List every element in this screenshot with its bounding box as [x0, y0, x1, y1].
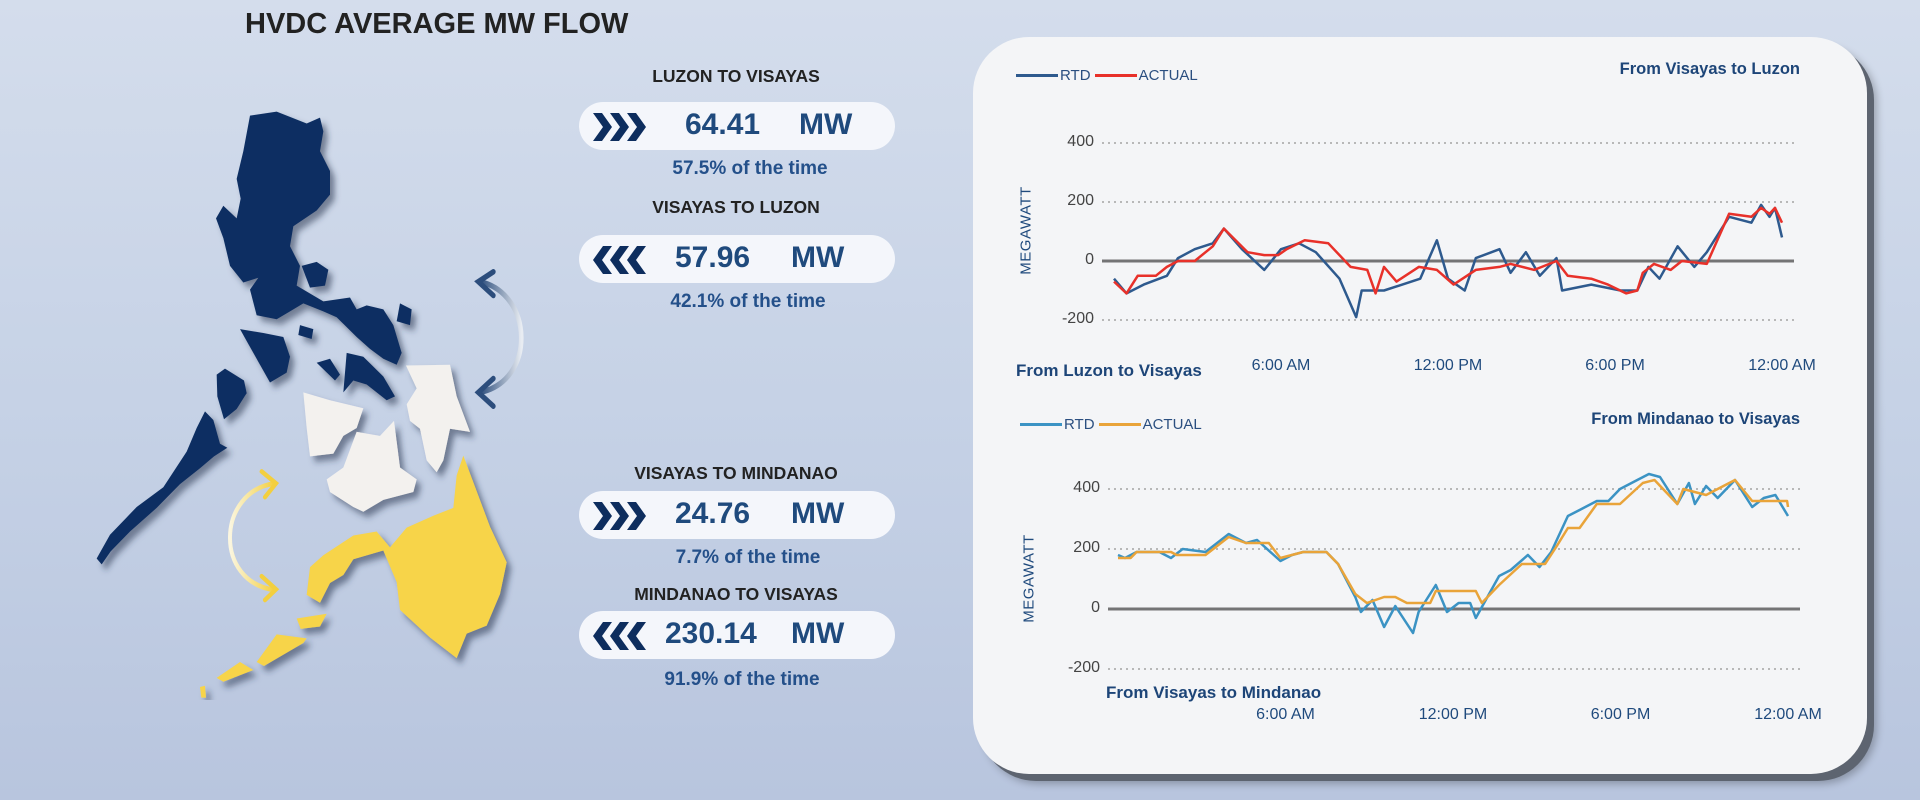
flow-value-pill: 230.14 MW: [579, 611, 895, 659]
y-tick-label: -200: [1061, 310, 1094, 327]
chevrons-left-icon: [593, 622, 646, 650]
percent-suffix: of the time: [724, 547, 821, 568]
charts-card: [973, 37, 1867, 774]
legend-label-actual: ACTUAL: [1138, 67, 1198, 84]
flow-value-pill: 57.96 MW: [579, 235, 895, 283]
chart-title: From Visayas to Luzon: [1619, 60, 1800, 78]
flow-unit: MW: [799, 108, 853, 141]
flow-percent: 57.5% of the time: [590, 158, 910, 180]
mindanao-region: [200, 455, 507, 698]
flow-unit: MW: [791, 617, 845, 650]
percent-value: 57.5%: [672, 158, 727, 179]
x-tick-label: 6:00 PM: [1585, 357, 1645, 374]
percent-suffix: of the time: [723, 669, 820, 690]
x-tick-label: 12:00 AM: [1748, 357, 1816, 374]
chart-title: From Mindanao to Visayas: [1591, 410, 1800, 428]
percent-value: 42.1%: [670, 291, 725, 312]
y-tick-label: -200: [1067, 659, 1100, 676]
page-title: HVDC AVERAGE MW FLOW: [245, 8, 629, 40]
x-tick-label: 12:00 AM: [1754, 706, 1822, 723]
y-tick-label: 0: [1085, 251, 1094, 268]
chevrons-right-icon: [593, 113, 646, 141]
legend-swatch-rtd: [1016, 74, 1058, 77]
flow-unit: MW: [791, 241, 845, 274]
x-tick-label: 6:00 AM: [1251, 357, 1311, 374]
flow-label: MINDANAO TO VISAYAS: [634, 584, 838, 604]
legend-swatch-actual: [1098, 423, 1141, 426]
legend-label-rtd: RTD: [1064, 416, 1095, 433]
x-tick-label: 6:00 PM: [1590, 706, 1651, 723]
chart-legend: RTD ACTUAL: [1016, 67, 1202, 84]
luzon-visayas-arrow-icon: [474, 269, 524, 409]
legend-label-actual: ACTUAL: [1142, 416, 1202, 433]
flow-value-pill: 24.76 MW: [579, 491, 895, 539]
y-tick-label: 200: [1067, 192, 1094, 209]
percent-value: 91.9%: [664, 669, 719, 690]
luzon-region: [96, 111, 412, 565]
chevrons-right-icon: [593, 502, 646, 530]
legend-swatch-actual: [1094, 74, 1137, 77]
flow-label: LUZON TO VISAYAS: [652, 66, 820, 86]
negative-direction-label: From Luzon to Visayas: [1016, 361, 1202, 380]
visayas-mindanao-arrow-icon: [228, 469, 280, 603]
flow-value-pill: 64.41 MW: [579, 102, 895, 150]
chart-legend: RTD ACTUAL: [1020, 416, 1206, 433]
flow-percent: 42.1% of the time: [588, 291, 908, 313]
x-tick-label: 12:00 PM: [1418, 706, 1488, 723]
x-tick-label: 12:00 PM: [1413, 357, 1483, 374]
flow-value: 230.14: [665, 617, 757, 650]
y-tick-label: 400: [1067, 133, 1094, 150]
percent-suffix: of the time: [729, 291, 826, 312]
legend-swatch-rtd: [1020, 423, 1062, 426]
visayas-region: [303, 364, 470, 512]
y-tick-label: 400: [1073, 479, 1100, 496]
flow-value: 57.96: [675, 241, 751, 274]
percent-value: 7.7%: [675, 547, 719, 568]
series-line-actual: [1113, 206, 1784, 295]
flow-label: VISAYAS TO MINDANAO: [634, 463, 838, 483]
flow-value: 64.41: [685, 108, 761, 141]
negative-direction-label: From Visayas to Mindanao: [1106, 683, 1322, 702]
flow-unit: MW: [791, 497, 845, 530]
legend-label-rtd: RTD: [1060, 67, 1091, 84]
x-tick-label: 6:00 AM: [1256, 706, 1315, 723]
y-tick-label: 0: [1091, 599, 1100, 616]
series-line-actual: [1118, 478, 1790, 605]
flow-percent: 91.9% of the time: [582, 669, 902, 691]
flow-percent: 7.7% of the time: [588, 547, 908, 569]
flow-value: 24.76: [675, 497, 751, 530]
chevrons-left-icon: [593, 246, 646, 274]
y-tick-label: 200: [1073, 539, 1100, 556]
flow-label: VISAYAS TO LUZON: [652, 197, 820, 217]
philippines-map: [96, 111, 524, 698]
percent-suffix: of the time: [731, 158, 828, 179]
